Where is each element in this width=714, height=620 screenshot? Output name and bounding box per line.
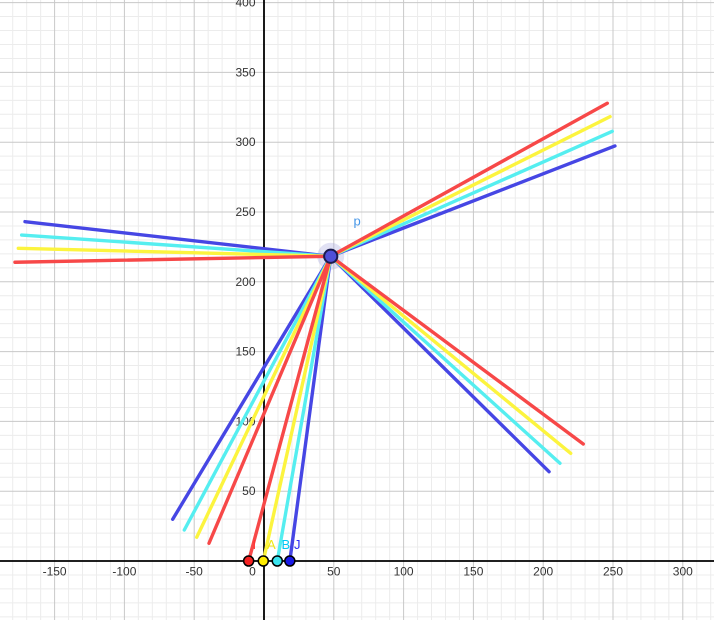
x-tick-label-100: 100: [394, 565, 414, 579]
point-J[interactable]: [284, 555, 296, 567]
x-tick-label-50: 50: [327, 565, 341, 579]
label-A: A: [267, 537, 276, 552]
segment-cyan-left[interactable]: [19, 233, 333, 258]
segment-yellow-to-point-A[interactable]: [261, 254, 333, 563]
label-J: J: [294, 537, 301, 552]
segment-cyan-to-point-B[interactable]: [275, 254, 333, 563]
segment-red-left[interactable]: [13, 254, 333, 264]
point-B[interactable]: [271, 555, 284, 567]
segment-cyan-up-right[interactable]: [329, 129, 615, 258]
label-I: I: [253, 537, 257, 552]
segment-blue-left[interactable]: [23, 219, 333, 258]
x-tick-label-250: 250: [603, 565, 623, 579]
segment-yellow-left[interactable]: [16, 246, 333, 258]
x-tick-label-0: 0: [249, 565, 256, 579]
x-tick-label-150: 150: [463, 565, 483, 579]
x-tick-label-200: 200: [533, 565, 553, 579]
point-p[interactable]: [323, 248, 339, 264]
point-I[interactable]: [242, 555, 255, 567]
y-tick-label-250: 250: [235, 205, 255, 219]
segment-red-down-left[interactable]: [207, 254, 333, 545]
segment-yellow-down-left[interactable]: [195, 254, 333, 539]
label-p: p: [354, 214, 361, 229]
segment-blue-down-right[interactable]: [329, 254, 551, 474]
point-A[interactable]: [257, 555, 270, 567]
y-tick-label-200: 200: [235, 275, 255, 289]
segment-yellow-up-right[interactable]: [329, 114, 612, 258]
segment-yellow-down-right[interactable]: [329, 254, 573, 456]
y-tick-label-150: 150: [235, 345, 255, 359]
segment-cyan-down-left[interactable]: [182, 254, 333, 532]
y-tick-label-50: 50: [242, 484, 256, 498]
segment-blue-up-right[interactable]: [329, 144, 617, 258]
segment-red-down-right[interactable]: [329, 254, 585, 446]
x-tick-label--50: -50: [186, 565, 204, 579]
x-tick-label--150: -150: [43, 565, 67, 579]
x-tick-label--100: -100: [112, 565, 136, 579]
y-tick-label-350: 350: [235, 65, 255, 79]
segment-red-to-point-I[interactable]: [246, 254, 333, 563]
y-tick-label-400: 400: [235, 0, 255, 10]
y-tick-label-300: 300: [235, 135, 255, 149]
x-tick-label-300: 300: [673, 565, 693, 579]
segment-red-up-right[interactable]: [329, 101, 609, 258]
label-B: B: [282, 537, 291, 552]
segment-blue-to-point-J[interactable]: [288, 254, 333, 563]
segment-cyan-down-right[interactable]: [329, 254, 562, 465]
segment-blue-down-left[interactable]: [171, 254, 333, 521]
